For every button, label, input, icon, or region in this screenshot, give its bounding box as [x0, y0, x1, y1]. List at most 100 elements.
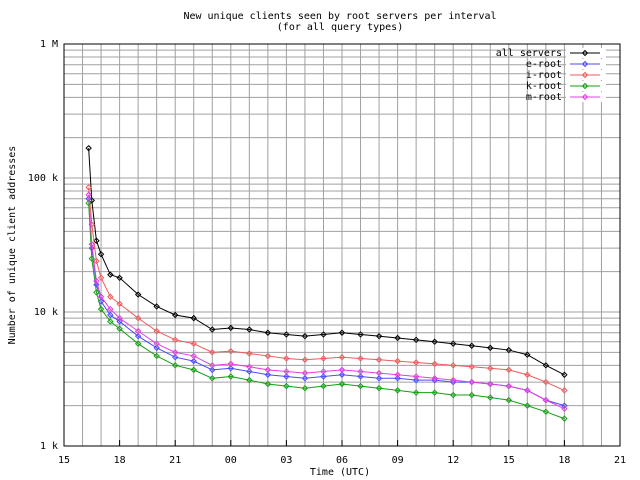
point: [107, 311, 114, 319]
point: [264, 371, 272, 378]
y-tick-label: 1 M: [40, 39, 58, 50]
point: [190, 340, 197, 347]
x-tick-label: 15: [58, 455, 70, 466]
point: [246, 326, 253, 333]
point: [116, 274, 123, 282]
point: [209, 326, 216, 333]
point: [93, 289, 100, 296]
point: [97, 293, 105, 300]
point: [487, 380, 494, 388]
point: [394, 357, 401, 365]
point: [431, 360, 438, 368]
point: [246, 363, 253, 371]
point: [431, 389, 438, 396]
point: [264, 329, 272, 336]
point: [524, 351, 531, 358]
point: [357, 331, 364, 338]
legend-marker: [581, 93, 589, 101]
y-axis-label: Number of unique client addresses: [7, 146, 18, 345]
point: [505, 346, 513, 354]
point: [357, 382, 364, 390]
point: [97, 305, 105, 313]
point: [264, 380, 272, 388]
point: [301, 375, 309, 382]
chart-subtitle: (for all query types): [277, 22, 403, 33]
point: [209, 362, 216, 369]
point: [134, 314, 142, 322]
point: [505, 382, 513, 390]
point: [85, 144, 92, 152]
point: [283, 331, 290, 338]
point: [449, 340, 457, 347]
point: [561, 371, 568, 378]
point: [116, 314, 123, 322]
point: [97, 250, 105, 258]
point: [542, 408, 550, 416]
point: [505, 396, 513, 404]
point: [190, 366, 197, 374]
x-tick-label: 21: [614, 455, 626, 466]
point: [338, 329, 346, 336]
point: [264, 352, 272, 360]
series-line: [88, 198, 565, 407]
point: [153, 340, 160, 347]
point: [171, 362, 179, 369]
point: [190, 357, 197, 365]
point: [93, 257, 100, 265]
point: [524, 387, 531, 394]
x-tick-label: 09: [392, 455, 404, 466]
point: [412, 359, 420, 366]
point: [561, 415, 568, 422]
point: [357, 355, 364, 362]
point: [227, 347, 235, 355]
point: [487, 344, 494, 352]
point: [301, 332, 309, 340]
point: [487, 394, 494, 401]
x-tick-label: 18: [114, 455, 126, 466]
point: [468, 363, 475, 371]
point: [338, 380, 346, 388]
legend-marker: [581, 82, 589, 90]
point: [153, 344, 160, 352]
point: [505, 366, 513, 374]
y-tick-label: 100 k: [28, 173, 58, 184]
point: [134, 327, 142, 335]
point: [431, 338, 438, 345]
legend-marker: [581, 60, 589, 68]
point: [394, 371, 401, 378]
point: [190, 352, 197, 360]
point: [449, 376, 457, 384]
point: [153, 327, 160, 335]
point: [209, 349, 216, 356]
point: [375, 332, 383, 340]
point: [320, 373, 327, 380]
x-tick-label: 15: [503, 455, 515, 466]
point: [375, 369, 383, 377]
point: [394, 375, 401, 382]
point: [542, 362, 550, 369]
point: [227, 365, 235, 372]
point: [283, 355, 290, 362]
legend-label: k-root: [526, 81, 562, 92]
point: [283, 368, 290, 375]
x-tick-label: 03: [280, 455, 292, 466]
point: [542, 396, 550, 404]
point: [88, 241, 96, 248]
point: [134, 291, 142, 298]
point: [524, 371, 531, 378]
point: [171, 349, 179, 356]
point: [97, 298, 105, 305]
point: [283, 382, 290, 390]
point: [153, 352, 160, 360]
point: [93, 237, 100, 244]
point: [246, 368, 253, 375]
point: [301, 356, 309, 363]
point: [412, 373, 420, 380]
point: [487, 365, 494, 372]
point: [542, 378, 550, 386]
legend-label: all servers: [496, 48, 562, 59]
y-tick-label: 1 k: [40, 441, 58, 452]
point: [320, 368, 327, 375]
point: [412, 336, 420, 344]
point: [171, 311, 179, 319]
